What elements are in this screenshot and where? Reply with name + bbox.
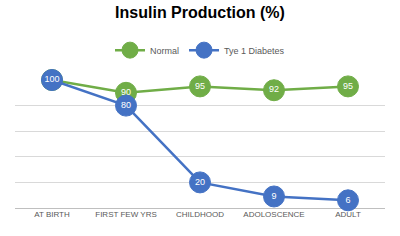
svg-text:92: 92 — [269, 84, 279, 94]
svg-text:95: 95 — [343, 81, 353, 91]
svg-text:6: 6 — [345, 195, 350, 205]
svg-text:AT BIRTH: AT BIRTH — [34, 210, 70, 219]
svg-text:ADOLOSCENCE: ADOLOSCENCE — [243, 210, 304, 219]
svg-text:CHILDHOOD: CHILDHOOD — [176, 210, 224, 219]
svg-text:20: 20 — [195, 177, 205, 187]
svg-text:9: 9 — [271, 191, 276, 201]
svg-text:Normal: Normal — [150, 46, 179, 56]
svg-text:Tye 1 Diabetes: Tye 1 Diabetes — [224, 46, 285, 56]
svg-text:FIRST FEW YRS: FIRST FEW YRS — [95, 210, 157, 219]
svg-text:80: 80 — [121, 100, 131, 110]
svg-text:100: 100 — [44, 74, 59, 84]
svg-text:95: 95 — [195, 81, 205, 91]
svg-text:ADULT: ADULT — [335, 210, 361, 219]
svg-text:90: 90 — [121, 87, 131, 97]
svg-text:100: 100 — [44, 74, 59, 84]
svg-text:Insulin Production (%): Insulin Production (%) — [115, 4, 285, 21]
